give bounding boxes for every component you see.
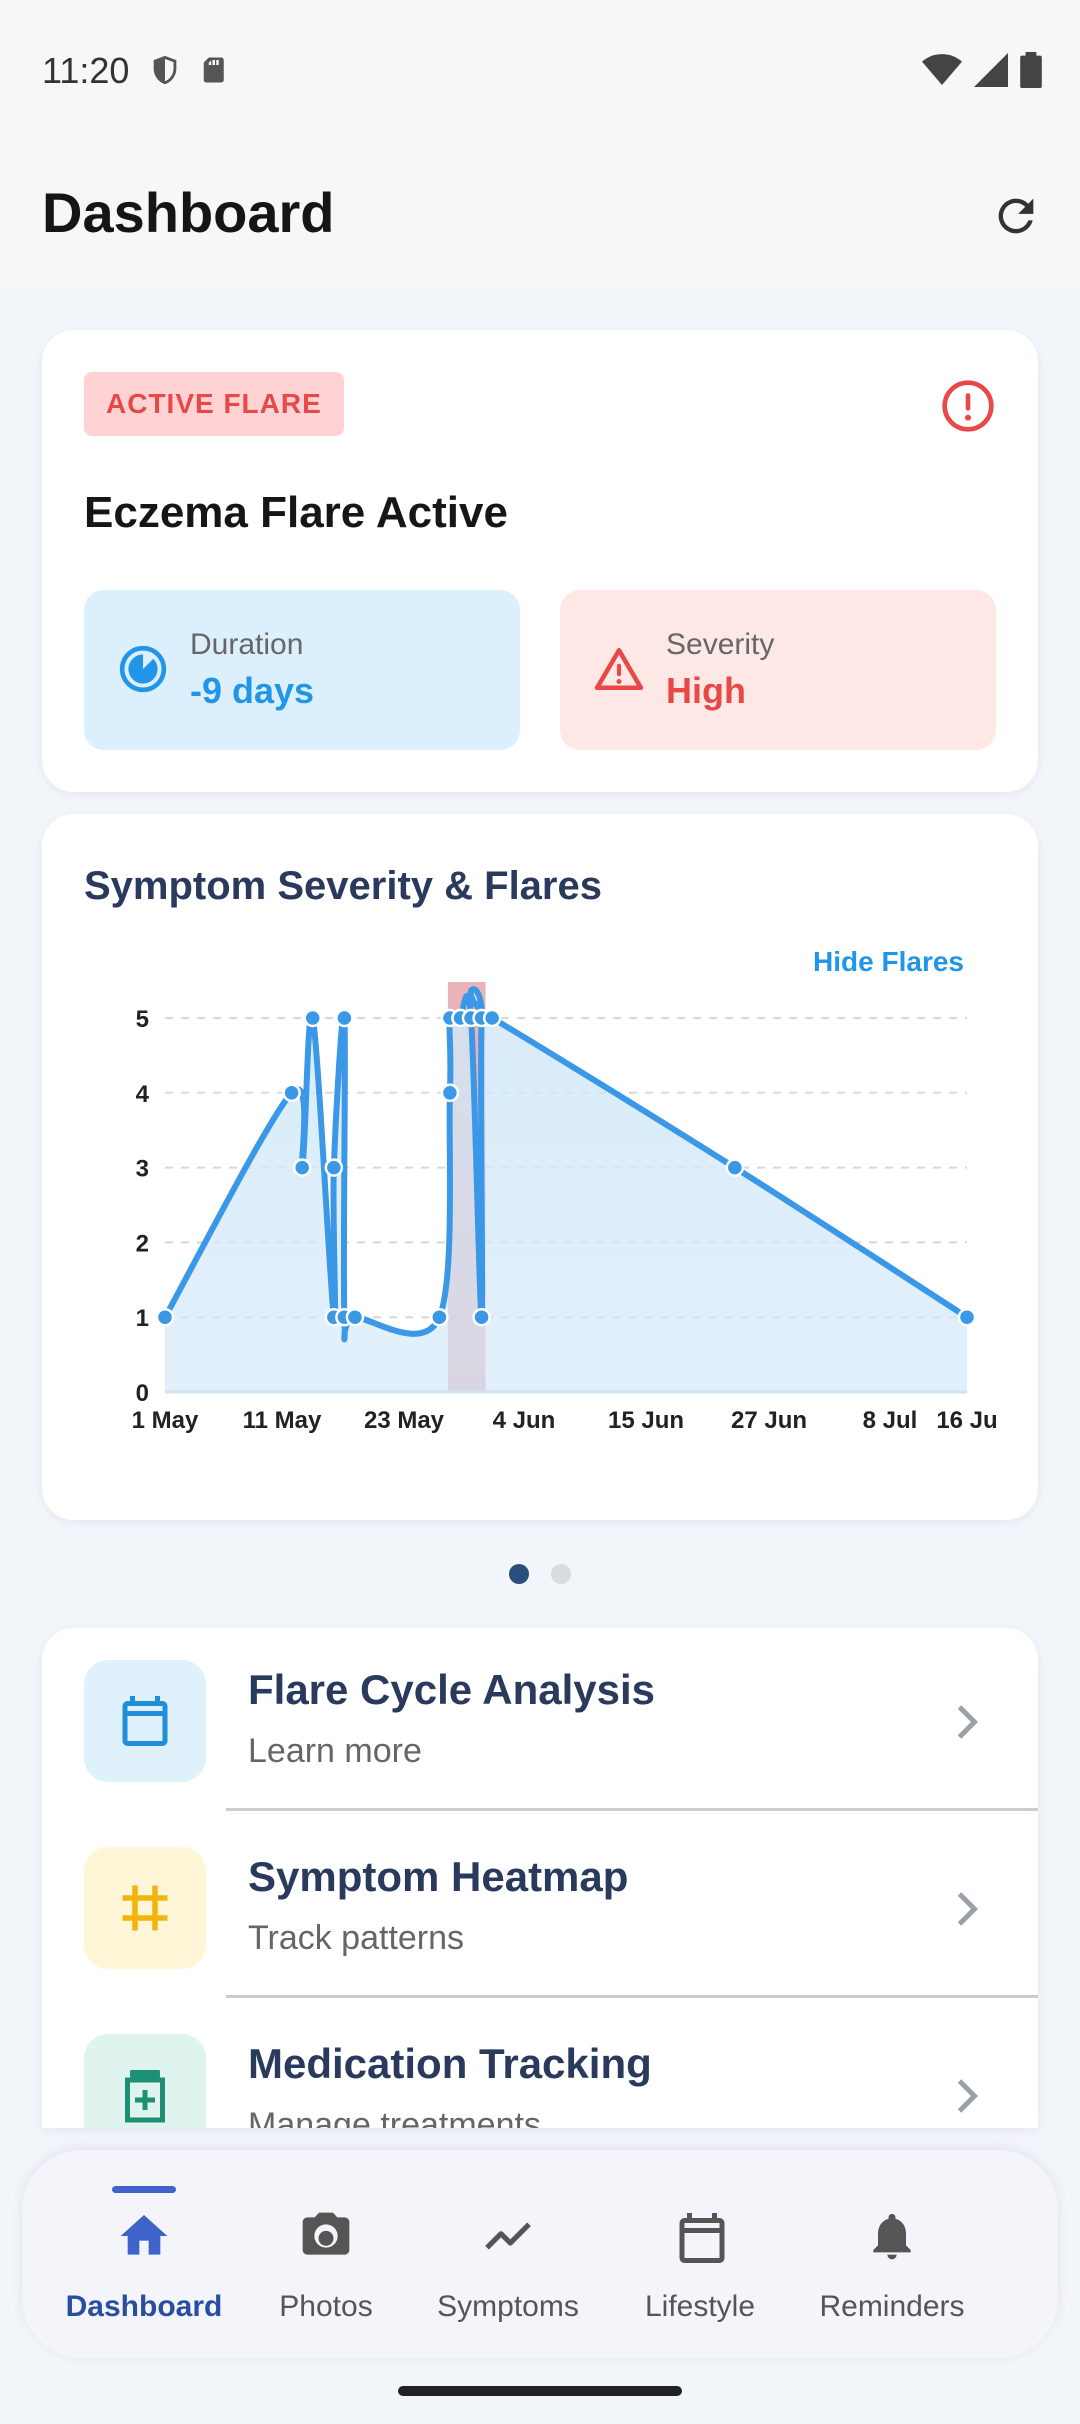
data-point[interactable] (292, 1158, 312, 1177)
active-flare-badge: ACTIVE FLARE (84, 372, 344, 436)
nav-item-label: Photos (279, 2290, 373, 2323)
menu-item-tile (84, 1847, 206, 1969)
x-tick-label: 4 Jun (493, 1407, 556, 1434)
duration-stat: Duration -9 days (84, 590, 520, 750)
calendar-icon (122, 1696, 168, 1746)
x-tick-label: 11 May (243, 1407, 322, 1434)
pager-dot[interactable] (509, 1564, 529, 1584)
feature-list: Flare Cycle Analysis Learn more Symptom He… (42, 1628, 1038, 2128)
home-icon (116, 2208, 172, 2264)
x-tick-label: 8 Jul (863, 1407, 918, 1434)
data-point[interactable] (472, 1307, 491, 1327)
trend-icon (480, 2208, 536, 2264)
data-point[interactable] (324, 1158, 344, 1177)
chevron-right-icon (952, 1702, 982, 1747)
data-point[interactable] (282, 1083, 301, 1103)
x-tick-label: 23 May (364, 1407, 445, 1434)
menu-item-tile (84, 2034, 206, 2128)
wifi-icon (922, 54, 962, 85)
nav-item-label: Lifestyle (644, 2290, 756, 2323)
severity-stat: Severity High (560, 590, 996, 750)
x-tick-label: 1 May (132, 1407, 199, 1434)
status-time: 11:20 (42, 50, 130, 91)
severity-value: High (666, 670, 746, 711)
active-flare-card: ACTIVE FLARE Eczema Flare Active Duratio… (42, 330, 1038, 792)
chevron-right-icon (952, 2076, 982, 2121)
signal-icon (974, 53, 1008, 87)
divider (226, 1808, 1038, 1811)
menu-item-title: Medication Tracking (248, 2040, 652, 2087)
chevron-right-icon (952, 1889, 982, 1934)
active-tab-indicator (112, 2186, 176, 2193)
page-title: Dashboard (42, 181, 335, 244)
y-tick-label: 3 (136, 1156, 149, 1183)
x-tick-label: 27 Jun (731, 1407, 807, 1434)
data-point[interactable] (430, 1307, 449, 1327)
refresh-icon[interactable] (990, 190, 1042, 242)
grid-icon (122, 1885, 168, 1931)
timelapse-icon (119, 645, 167, 693)
camera-icon (298, 2208, 354, 2264)
bottom-navigation: Dashboard Photos Symptoms Lifestyle Reminder… (22, 2150, 1058, 2358)
carousel-pager (0, 1564, 1080, 1584)
nav-item-label: Dashboard (65, 2290, 223, 2323)
status-bar: 11:20 (0, 0, 1080, 140)
nav-item-symptoms[interactable]: Symptoms (413, 2150, 603, 2358)
app-bar: Dashboard (0, 140, 1080, 290)
menu-item-title: Symptom Heatmap (248, 1853, 629, 1900)
home-indicator (398, 2386, 682, 2396)
x-tick-label: 16 Ju (936, 1407, 997, 1434)
data-point[interactable] (957, 1307, 977, 1327)
alert-circle-icon (942, 380, 994, 432)
data-point[interactable] (335, 1008, 354, 1028)
menu-item-subtitle: Manage treatments (248, 2106, 541, 2128)
data-point[interactable] (725, 1158, 745, 1177)
bell-icon (864, 2208, 920, 2264)
menu-item-medication-tracking[interactable]: Medication Tracking Manage treatments (42, 2002, 1038, 2128)
nav-item-label: Reminders (819, 2290, 965, 2323)
nav-item-dashboard[interactable]: Dashboard (49, 2150, 239, 2358)
menu-item-symptom-heatmap[interactable]: Symptom Heatmap Track patterns (42, 1815, 1038, 2001)
menu-item-tile (84, 1660, 206, 1782)
severity-label: Severity (666, 628, 775, 661)
duration-value: -9 days (190, 670, 315, 711)
menu-item-subtitle: Learn more (248, 1732, 422, 1770)
medication-icon (125, 2070, 165, 2123)
y-tick-label: 1 (136, 1305, 149, 1332)
menu-item-title: Flare Cycle Analysis (248, 1666, 655, 1713)
nav-item-reminders[interactable]: Reminders (797, 2150, 987, 2358)
chart-title: Symptom Severity & Flares (84, 864, 602, 908)
flare-title: Eczema Flare Active (84, 488, 508, 537)
data-point[interactable] (345, 1307, 365, 1327)
data-point[interactable] (303, 1008, 322, 1028)
x-tick-label: 15 Jun (608, 1407, 684, 1434)
nav-item-photos[interactable]: Photos (231, 2150, 421, 2358)
shield-icon (153, 55, 177, 85)
divider (226, 1995, 1038, 1998)
pager-dot[interactable] (551, 1564, 571, 1584)
nav-item-lifestyle[interactable]: Lifestyle (605, 2150, 795, 2358)
y-tick-label: 0 (136, 1380, 149, 1407)
y-tick-label: 4 (136, 1081, 150, 1108)
hide-flares-toggle[interactable]: Hide Flares (813, 946, 964, 977)
sd-card-icon (203, 57, 224, 83)
menu-item-subtitle: Track patterns (248, 1919, 465, 1957)
y-tick-label: 2 (136, 1230, 149, 1257)
warning-icon (594, 647, 644, 691)
duration-label: Duration (190, 628, 304, 661)
y-tick-label: 5 (136, 1006, 149, 1033)
data-point[interactable] (482, 1008, 502, 1028)
data-point[interactable] (155, 1307, 175, 1327)
battery-icon (1020, 52, 1042, 88)
menu-item-flare-cycle-analysis[interactable]: Flare Cycle Analysis Learn more (42, 1628, 1038, 1814)
nav-item-label: Symptoms (437, 2290, 579, 2323)
data-point[interactable] (440, 1083, 460, 1103)
severity-area (165, 989, 967, 1392)
calendar-icon (672, 2208, 728, 2264)
severity-chart[interactable]: 0 1 2 3 4 5 1 May 11 May 23 May 4 Jun 15 Jun 27 Jun… (42, 814, 1038, 1520)
